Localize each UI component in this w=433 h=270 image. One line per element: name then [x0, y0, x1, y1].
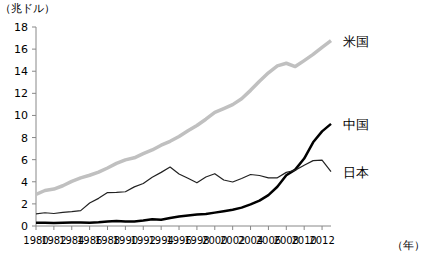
- x-tick: [107, 226, 108, 230]
- y-tick-label: 8: [21, 132, 28, 145]
- x-axis-label: （年）: [392, 239, 425, 252]
- x-tick: [36, 226, 37, 230]
- x-tick-label: 2012: [309, 235, 334, 246]
- y-tick-label: 10: [14, 109, 28, 122]
- y-tick: [32, 93, 36, 94]
- x-tick: [196, 226, 197, 230]
- x-tick: [89, 226, 90, 230]
- y-tick: [32, 203, 36, 204]
- y-tick-label: 4: [21, 176, 28, 189]
- chart-svg: 0246810121416181980198219841986198819901…: [0, 0, 433, 270]
- y-tick: [32, 181, 36, 182]
- y-tick-label: 18: [14, 21, 28, 34]
- y-tick: [32, 115, 36, 116]
- x-tick: [268, 226, 269, 230]
- y-tick: [32, 49, 36, 50]
- y-tick: [32, 159, 36, 160]
- x-tick: [304, 226, 305, 230]
- series-label: 米国: [343, 34, 369, 49]
- plot-lines: [36, 41, 331, 223]
- y-tick-label: 14: [14, 65, 28, 78]
- x-tick: [286, 226, 287, 230]
- y-tick-label: 12: [14, 87, 28, 100]
- x-tick: [232, 226, 233, 230]
- y-axis-line: [36, 27, 37, 226]
- x-tick: [71, 226, 72, 230]
- y-tick: [32, 27, 36, 28]
- y-tick-label: 2: [21, 198, 28, 211]
- y-tick-label: 16: [14, 43, 28, 56]
- x-tick: [143, 226, 144, 230]
- series-line: [36, 41, 331, 195]
- x-tick: [125, 226, 126, 230]
- y-tick: [32, 137, 36, 138]
- series-line: [36, 124, 331, 223]
- x-tick: [322, 226, 323, 230]
- y-tick: [32, 226, 36, 227]
- series-label: 日本: [343, 165, 369, 180]
- series-line: [36, 160, 331, 214]
- x-tick: [179, 226, 180, 230]
- x-tick: [250, 226, 251, 230]
- y-tick-label: 0: [21, 220, 28, 233]
- series-label: 中国: [343, 117, 369, 132]
- x-tick: [161, 226, 162, 230]
- y-tick-label: 6: [21, 154, 28, 167]
- chart-container: 0246810121416181980198219841986198819901…: [0, 0, 433, 270]
- y-tick: [32, 71, 36, 72]
- x-tick: [214, 226, 215, 230]
- y-axis-label: （兆ドル）: [0, 2, 55, 15]
- x-tick: [53, 226, 54, 230]
